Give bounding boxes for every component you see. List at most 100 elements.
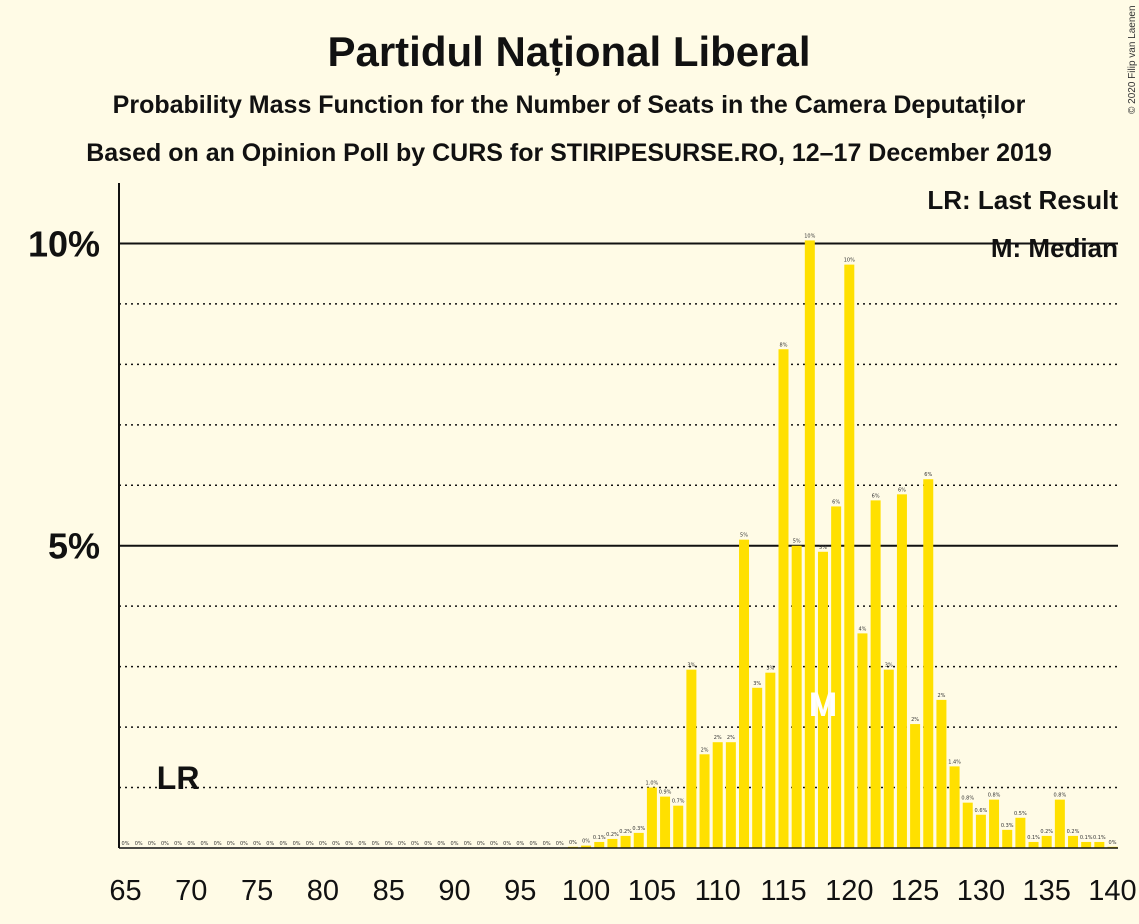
data-label: 0%: [332, 841, 340, 847]
data-label: 0%: [569, 840, 577, 846]
x-tick-label: 135: [1023, 875, 1071, 907]
data-label: 5%: [793, 539, 801, 545]
data-label: 0%: [358, 841, 366, 847]
bar: [1094, 841, 1105, 848]
x-tick-label: 65: [109, 875, 141, 907]
bar: [725, 742, 736, 848]
data-label: 8%: [780, 342, 788, 348]
x-tick-label: 85: [373, 875, 405, 907]
data-label: 0.1%: [1027, 835, 1040, 841]
data-label: 2%: [937, 693, 945, 699]
data-label: 0.1%: [593, 835, 606, 841]
data-label: 0%: [148, 841, 156, 847]
bar: [1002, 829, 1013, 848]
bar: [817, 551, 828, 848]
data-label: 5%: [819, 545, 827, 551]
data-label: 6%: [872, 493, 880, 499]
data-label: 0%: [543, 841, 551, 847]
data-label: 0%: [398, 841, 406, 847]
bar: [699, 754, 710, 848]
bar: [660, 796, 671, 848]
x-tick-label: 105: [628, 875, 676, 907]
y-tick-label: 10%: [28, 223, 100, 264]
data-label: 0%: [279, 841, 287, 847]
bar: [673, 805, 684, 848]
bar: [686, 669, 697, 848]
bar: [1015, 817, 1026, 848]
data-label: 0%: [424, 841, 432, 847]
data-label: 3%: [687, 663, 695, 669]
data-label: 3%: [766, 666, 774, 672]
y-tick-label: 5%: [48, 526, 100, 567]
data-label: 0.7%: [672, 799, 685, 805]
data-label: 3%: [885, 663, 893, 669]
last-result-marker: LR: [157, 760, 200, 796]
bars: [567, 240, 1118, 848]
x-tick-label: 110: [695, 875, 741, 907]
chart-subtitle-source: Based on an Opinion Poll by CURS for STI…: [86, 139, 1052, 167]
bar: [936, 699, 947, 848]
data-label: 0%: [464, 841, 472, 847]
legend-last-result: LR: Last Result: [927, 185, 1118, 215]
data-label: 0%: [556, 841, 564, 847]
chart-title: Partidul Național Liberal: [327, 28, 810, 76]
bar: [962, 802, 973, 848]
data-label: 0%: [240, 841, 248, 847]
bar: [791, 545, 802, 848]
bar: [752, 687, 763, 848]
data-label: 0%: [135, 841, 143, 847]
data-label: 0%: [293, 841, 301, 847]
data-label: 2%: [727, 735, 735, 741]
data-label: 0%: [306, 841, 314, 847]
x-tick-label: 120: [825, 875, 873, 907]
data-label: 0%: [345, 841, 353, 847]
data-label: 0.6%: [975, 808, 988, 814]
data-label: 0%: [174, 841, 182, 847]
bar: [896, 494, 907, 848]
bar: [1041, 835, 1052, 848]
x-tick-label: 90: [438, 875, 470, 907]
data-label: 0.8%: [961, 796, 974, 802]
bar: [633, 832, 644, 848]
data-label: 5%: [740, 533, 748, 539]
data-label: 6%: [832, 499, 840, 505]
data-label: 4%: [858, 626, 866, 632]
data-label: 0%: [227, 841, 235, 847]
legend-median: M: Median: [991, 233, 1118, 263]
data-label: 10%: [844, 258, 855, 264]
data-label: 0.8%: [1054, 793, 1067, 799]
bar: [804, 240, 815, 848]
copyright-text: © 2020 Filip van Laenen: [1127, 5, 1138, 114]
bar: [712, 742, 723, 848]
grid-lines: [119, 242, 1118, 789]
data-label: 0%: [214, 841, 222, 847]
data-label: 0%: [187, 841, 195, 847]
data-label: 0%: [266, 841, 274, 847]
bar: [975, 814, 986, 848]
data-label: 0.9%: [659, 790, 672, 796]
bar: [870, 500, 881, 848]
data-label: 0.3%: [632, 826, 645, 832]
y-tick-labels: 5% 10%: [28, 223, 100, 566]
x-tick-label: 125: [891, 875, 939, 907]
x-tick-labels: 65 70 75 80 85 90 95 100 105 110 115 120 125 130 135 14…: [109, 875, 1136, 907]
data-label: 0%: [385, 841, 393, 847]
data-label: 0%: [200, 841, 208, 847]
bar: [1081, 841, 1092, 848]
data-label: 0.3%: [1001, 823, 1014, 829]
bar: [739, 539, 750, 848]
data-label: 0.2%: [1040, 829, 1053, 835]
data-label: 0%: [451, 841, 459, 847]
x-tick-label: 80: [307, 875, 339, 907]
data-label: 1.0%: [646, 781, 659, 787]
bar: [883, 669, 894, 848]
data-label: 0%: [582, 839, 590, 845]
bar: [910, 724, 921, 848]
data-labels: 0% 0% 0% 0% 0% 0% 0% 0% 0% 0% 0% 0% 0% 0% 0% 0% 0% 0% 0% 0%…: [122, 233, 1117, 847]
bar: [989, 799, 1000, 848]
data-label: 0%: [437, 841, 445, 847]
chart-subtitle: Probability Mass Function for the Number…: [113, 91, 1026, 119]
bar: [1068, 835, 1079, 848]
bar: [844, 264, 855, 848]
